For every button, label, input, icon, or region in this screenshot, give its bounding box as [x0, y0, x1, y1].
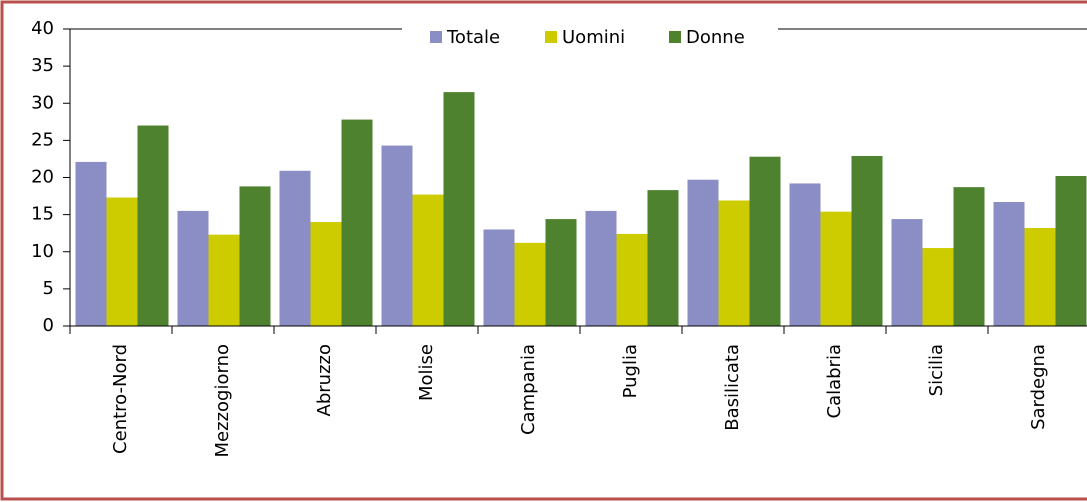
bar	[341, 119, 373, 327]
bar	[993, 202, 1025, 326]
bar	[545, 219, 577, 326]
bar	[585, 210, 617, 326]
x-tick-label: Molise	[416, 344, 437, 401]
x-tick-label: Puglia	[620, 344, 641, 398]
bar	[310, 222, 342, 326]
bar	[106, 197, 138, 326]
x-tick-label: Basilicata	[722, 344, 743, 431]
bar	[514, 242, 546, 326]
bar	[922, 248, 954, 326]
y-tick-label: 35	[31, 55, 54, 76]
legend-box	[402, 20, 778, 54]
bar	[443, 92, 475, 326]
bar	[789, 183, 821, 326]
legend-swatch	[545, 31, 557, 43]
x-tick-label: Sicilia	[926, 344, 947, 396]
y-tick-label: 5	[43, 278, 54, 299]
bar	[851, 155, 883, 326]
bar	[279, 170, 311, 326]
bar	[616, 233, 648, 326]
x-tick-label: Abruzzo	[314, 344, 335, 416]
y-tick-label: 40	[31, 18, 54, 39]
x-tick-label: Sardegna	[1028, 344, 1049, 430]
x-tick-label: Centro-Nord	[110, 344, 131, 454]
bar	[953, 187, 985, 326]
y-tick-label: 15	[31, 204, 54, 225]
x-tick-label: Mezzogiorno	[212, 344, 233, 457]
bar	[820, 211, 852, 326]
x-tick-label: Campania	[518, 344, 539, 435]
legend-label: Donne	[686, 27, 745, 48]
bar	[891, 219, 923, 326]
bar	[208, 234, 240, 326]
y-tick-label: 20	[31, 167, 54, 188]
bar	[381, 145, 413, 326]
bar	[137, 125, 169, 327]
y-tick-label: 25	[31, 129, 54, 150]
y-tick-label: 0	[43, 315, 54, 336]
bar	[483, 229, 515, 326]
legend-label: Totale	[446, 27, 500, 48]
bar	[239, 186, 271, 326]
bar	[177, 210, 209, 326]
bar	[749, 156, 781, 326]
bar	[647, 190, 679, 326]
bar	[412, 194, 444, 326]
y-tick-label: 10	[31, 241, 54, 262]
x-tick-label: Calabria	[824, 344, 845, 419]
legend-swatch	[669, 31, 681, 43]
bar	[718, 200, 750, 326]
legend-swatch	[430, 31, 442, 43]
y-tick-label: 30	[31, 92, 54, 113]
bar	[687, 179, 719, 326]
bar	[1024, 227, 1056, 326]
bar	[1055, 176, 1087, 326]
bar	[75, 161, 107, 326]
legend-label: Uomini	[562, 27, 625, 48]
